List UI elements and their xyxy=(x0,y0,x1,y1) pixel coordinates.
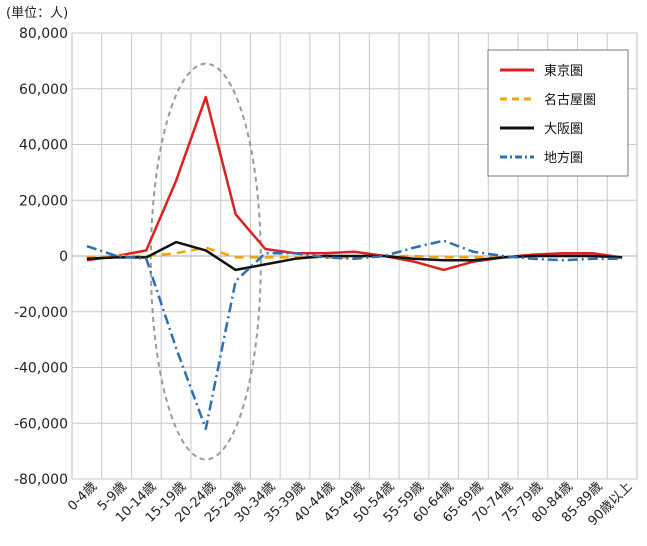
unit-label: (単位：人) xyxy=(6,6,69,21)
y-tick-label: 0 xyxy=(59,249,68,265)
y-tick-label: -60,000 xyxy=(14,416,68,432)
series-line xyxy=(86,239,623,431)
y-tick-label: 20,000 xyxy=(19,193,68,209)
y-tick-label: 80,000 xyxy=(19,26,68,42)
y-tick-label: -20,000 xyxy=(14,305,68,321)
y-tick-label: -40,000 xyxy=(14,361,68,377)
y-tick-label: 40,000 xyxy=(19,138,68,154)
highlight-ellipse xyxy=(149,62,262,461)
legend-label: 大阪圏 xyxy=(544,122,583,137)
y-tick-label: -80,000 xyxy=(14,472,68,488)
y-tick-label: 60,000 xyxy=(19,82,68,98)
legend-label: 地方圏 xyxy=(544,150,583,166)
legend-label: 東京圏 xyxy=(544,63,583,79)
series-line xyxy=(86,240,623,272)
series-line xyxy=(86,95,623,272)
x-tick-label: 0-4歳 xyxy=(65,479,100,514)
legend-label: 名古屋圏 xyxy=(544,92,596,108)
